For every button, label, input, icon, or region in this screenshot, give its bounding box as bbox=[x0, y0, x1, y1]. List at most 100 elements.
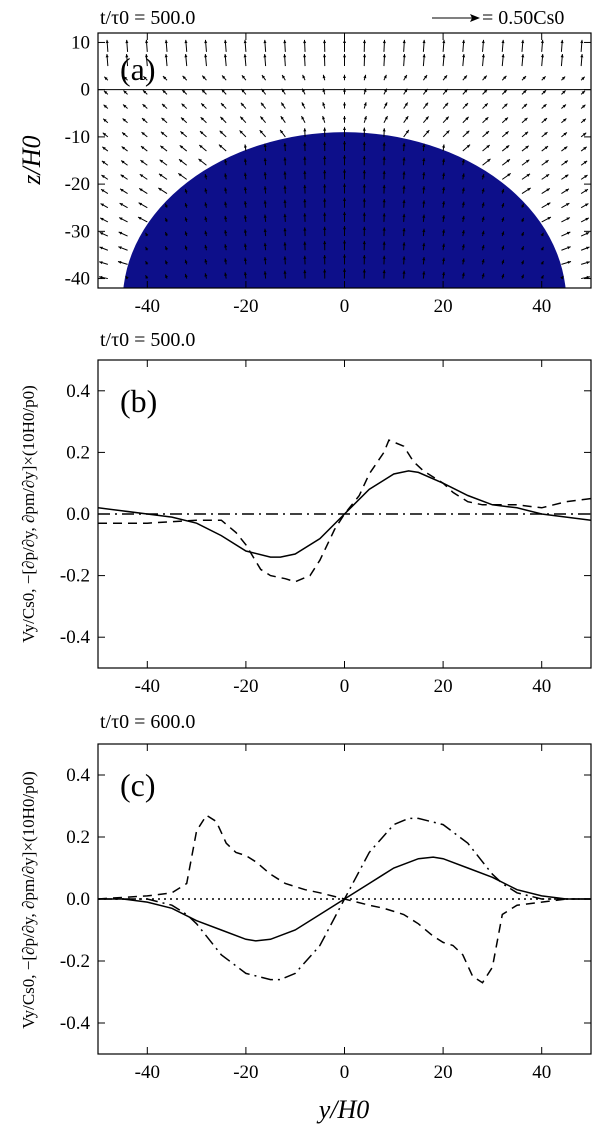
velocity-arrowhead bbox=[501, 245, 505, 250]
velocity-arrowhead bbox=[303, 156, 307, 160]
velocity-arrowhead bbox=[504, 103, 508, 107]
velocity-arrowhead bbox=[99, 261, 103, 265]
velocity-arrowhead bbox=[123, 104, 127, 108]
velocity-arrowhead bbox=[442, 257, 446, 262]
velocity-arrowhead bbox=[101, 160, 106, 164]
velocity-arrowhead bbox=[461, 258, 465, 262]
velocity-arrowhead bbox=[164, 39, 168, 44]
velocity-arrowhead bbox=[322, 88, 326, 92]
velocity-arrowhead bbox=[362, 54, 367, 58]
velocity-arrowhead bbox=[201, 89, 206, 93]
velocity-arrowhead bbox=[481, 216, 485, 220]
velocity-arrowhead bbox=[181, 103, 185, 107]
velocity-arrowhead bbox=[562, 90, 566, 94]
velocity-arrowhead bbox=[362, 184, 366, 188]
velocity-arrowhead bbox=[204, 259, 208, 263]
velocity-arrowhead bbox=[122, 118, 126, 122]
velocity-arrowhead bbox=[481, 230, 485, 235]
velocity-arrowhead bbox=[526, 173, 530, 177]
velocity-arrowhead bbox=[243, 243, 247, 247]
velocity-arrowhead bbox=[583, 146, 587, 150]
x-tick-label: 20 bbox=[434, 296, 453, 317]
velocity-arrowhead bbox=[461, 201, 465, 206]
velocity-arrowhead bbox=[159, 159, 164, 163]
velocity-arrowhead bbox=[283, 39, 287, 44]
velocity-arrowhead bbox=[543, 118, 547, 122]
velocity-arrowhead bbox=[263, 39, 267, 44]
y-tick-label: 0.2 bbox=[66, 827, 90, 848]
series-dashed bbox=[98, 814, 591, 984]
velocity-arrowhead bbox=[263, 228, 267, 233]
velocity-arrowhead bbox=[564, 174, 569, 178]
velocity-arrowhead bbox=[481, 202, 485, 206]
velocity-arrowhead bbox=[260, 116, 264, 120]
velocity-arrowhead bbox=[105, 39, 109, 44]
velocity-arrowhead bbox=[159, 173, 163, 177]
velocity-arrowhead bbox=[504, 117, 508, 121]
velocity-arrowhead bbox=[263, 271, 267, 275]
velocity-arrowhead bbox=[545, 174, 550, 178]
velocity-arrowhead bbox=[263, 186, 267, 190]
velocity-arrowhead bbox=[342, 141, 347, 145]
y-tick-label: 10 bbox=[71, 32, 90, 53]
velocity-arrowhead bbox=[243, 201, 247, 205]
velocity-arrowhead bbox=[562, 104, 566, 108]
velocity-arrowhead bbox=[584, 189, 588, 193]
velocity-arrowhead bbox=[119, 203, 124, 207]
velocity-arrowhead bbox=[506, 159, 510, 163]
velocity-arrowhead bbox=[362, 155, 366, 160]
series-dashed bbox=[98, 439, 591, 583]
velocity-arrowhead bbox=[521, 39, 525, 44]
velocity-arrowhead bbox=[402, 242, 406, 246]
velocity-arrowhead bbox=[362, 39, 366, 44]
velocity-arrowhead bbox=[342, 88, 347, 92]
velocity-arrowhead bbox=[525, 159, 530, 163]
velocity-arrowhead bbox=[240, 116, 244, 120]
velocity-arrowhead bbox=[501, 231, 505, 235]
velocity-arrowhead bbox=[544, 132, 548, 136]
y-tick-label: -20 bbox=[65, 174, 90, 195]
velocity-arrowhead bbox=[481, 259, 485, 263]
y-tick-label: -0.4 bbox=[60, 1013, 91, 1034]
velocity-arrowhead bbox=[362, 198, 366, 202]
velocity-arrowhead bbox=[145, 232, 149, 237]
velocity-arrowhead bbox=[323, 141, 327, 145]
velocity-arrowhead bbox=[181, 117, 185, 121]
velocity-arrowhead bbox=[165, 260, 169, 264]
velocity-arrowhead bbox=[102, 132, 107, 136]
velocity-arrowhead bbox=[204, 244, 208, 249]
velocity-arrowhead bbox=[402, 39, 406, 44]
velocity-arrowhead bbox=[523, 89, 527, 94]
velocity-arrowhead bbox=[461, 173, 465, 177]
velocity-arrowhead bbox=[461, 159, 465, 163]
velocity-arrowhead bbox=[501, 188, 505, 193]
velocity-arrowhead bbox=[322, 102, 326, 106]
panel-b-label: (b) bbox=[120, 383, 157, 419]
velocity-arrowhead bbox=[224, 244, 228, 248]
velocity-arrowhead bbox=[178, 173, 182, 177]
velocity-arrowhead bbox=[581, 90, 586, 95]
velocity-arrowhead bbox=[122, 132, 126, 136]
velocity-arrowhead bbox=[283, 157, 287, 161]
velocity-arrowhead bbox=[283, 213, 287, 218]
velocity-arrowhead bbox=[263, 54, 267, 58]
velocity-arrowhead bbox=[184, 273, 188, 278]
velocity-arrowhead bbox=[566, 231, 571, 235]
velocity-arrowhead bbox=[240, 102, 245, 107]
velocity-arrowhead bbox=[503, 89, 507, 94]
x-tick-label: -20 bbox=[233, 676, 258, 697]
velocity-arrowhead bbox=[342, 115, 347, 120]
velocity-arrowhead bbox=[105, 54, 109, 58]
velocity-arrowhead bbox=[139, 188, 143, 192]
velocity-arrowhead bbox=[280, 116, 284, 120]
velocity-arrowhead bbox=[422, 186, 426, 190]
x-tick-label: -40 bbox=[135, 676, 160, 697]
velocity-arrowhead bbox=[322, 54, 327, 58]
velocity-arrowhead bbox=[202, 75, 206, 79]
velocity-arrowhead bbox=[461, 215, 465, 220]
velocity-arrowhead bbox=[164, 54, 168, 58]
legend-arrow-head bbox=[470, 14, 480, 22]
velocity-arrowhead bbox=[224, 173, 228, 177]
velocity-arrowhead bbox=[563, 132, 567, 136]
velocity-arrowhead bbox=[118, 231, 123, 235]
